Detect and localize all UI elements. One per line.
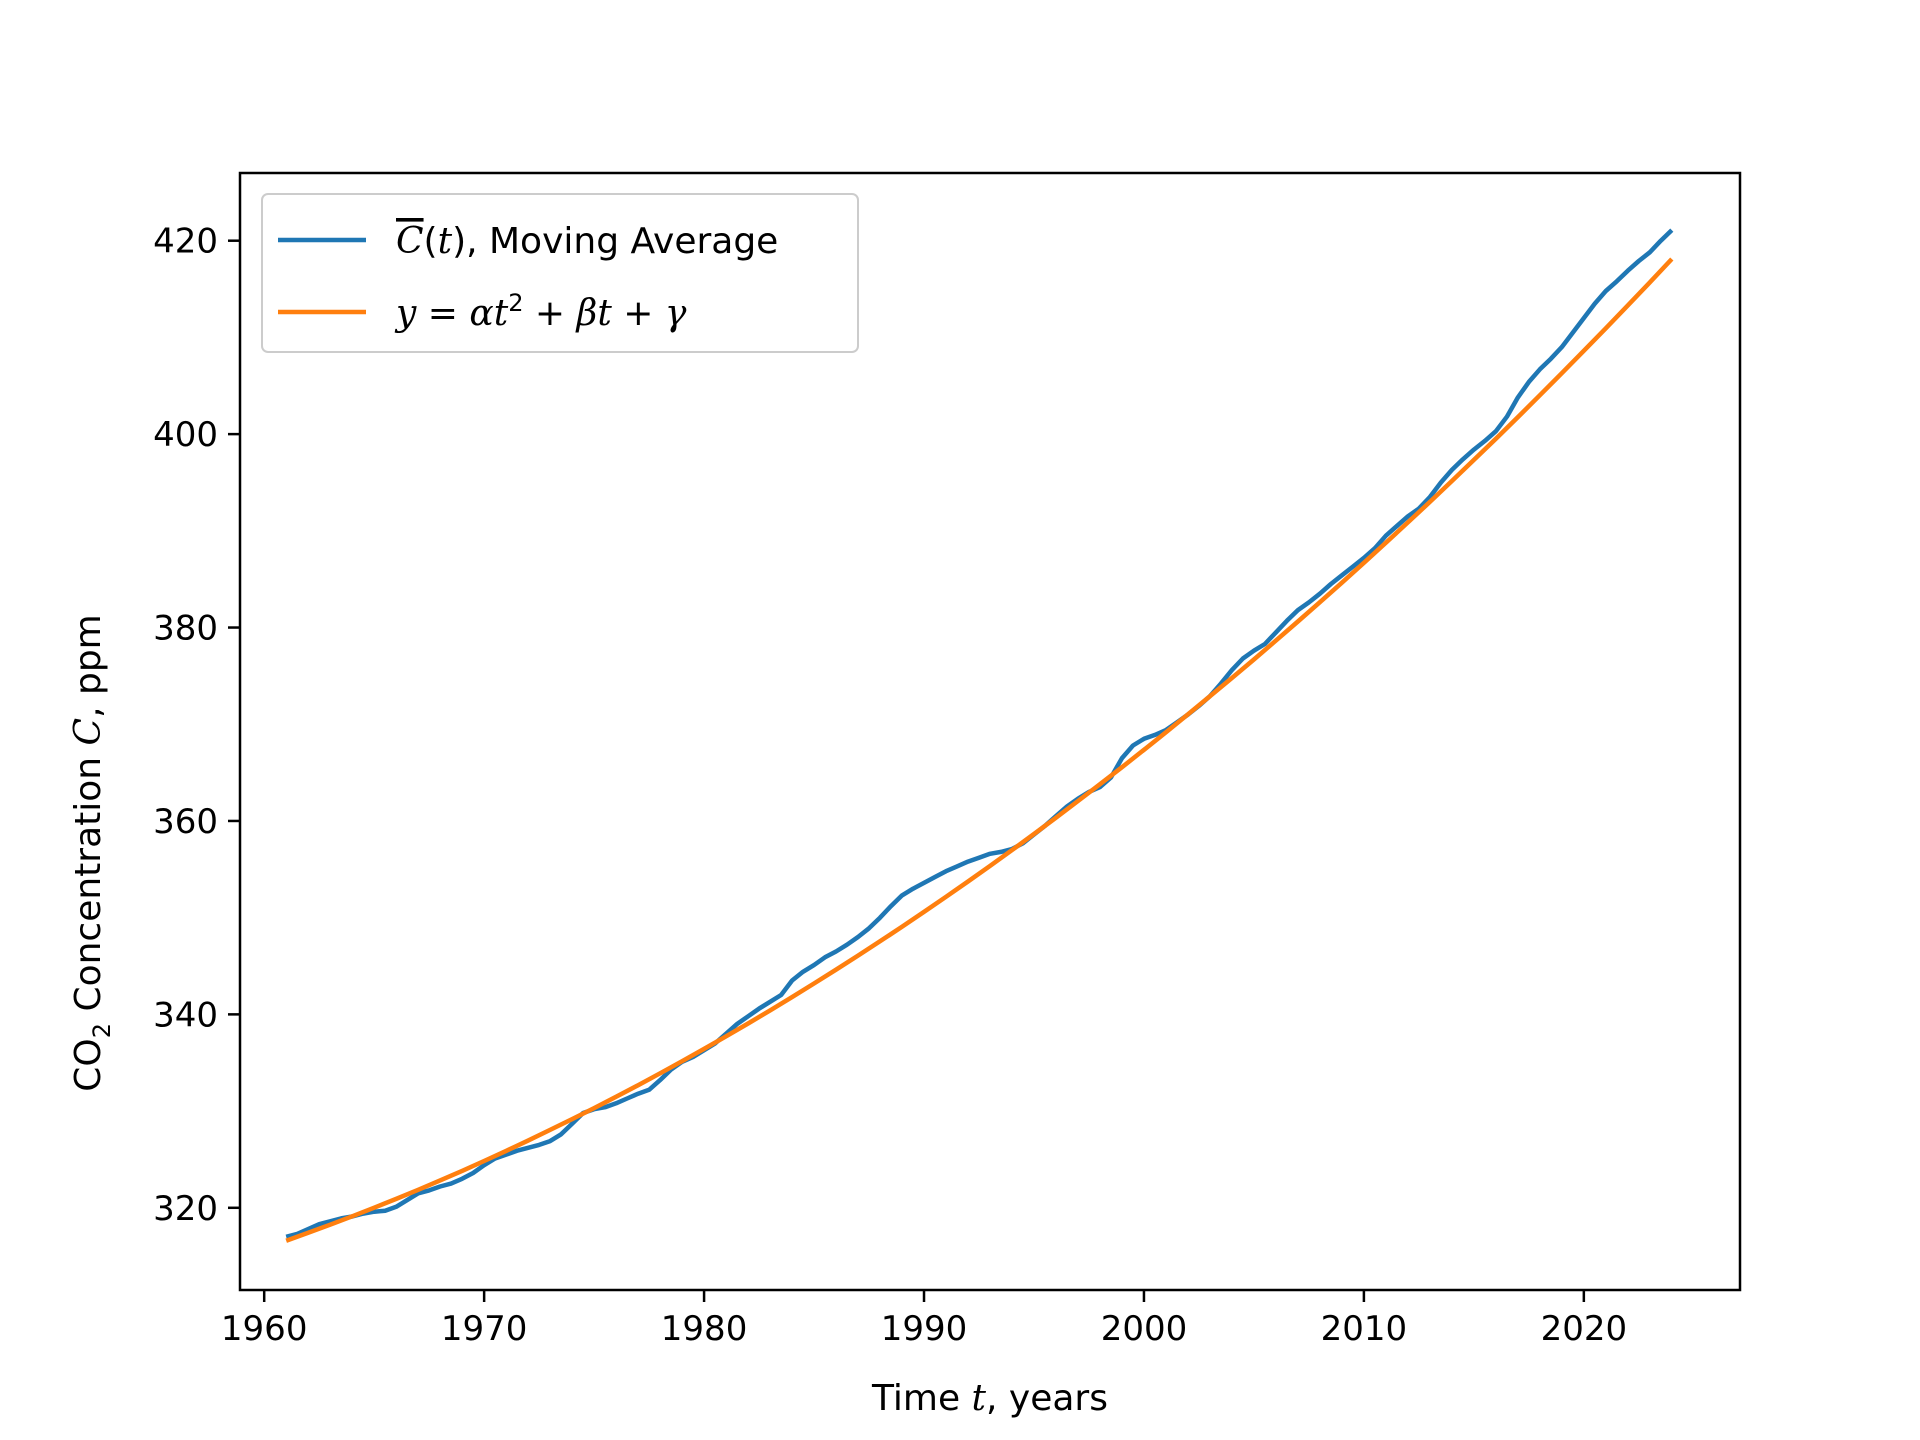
x-axis-label: Time t, years — [871, 1378, 1108, 1419]
legend-label-fit: y = αt2 + βt + γ — [394, 289, 687, 334]
legend-fit-y: y — [394, 293, 417, 334]
x-tick-label: 1970 — [441, 1309, 528, 1349]
legend-math-paren-open: ( — [424, 221, 438, 262]
legend-math-paren-close: ) — [452, 221, 466, 262]
x-axis-label-var: t — [972, 1378, 987, 1419]
x-tick-label: 2000 — [1101, 1309, 1188, 1349]
x-axis-ticks: 1960 1970 1980 1990 2000 2010 2020 — [221, 1290, 1627, 1349]
x-tick-label: 1980 — [661, 1309, 748, 1349]
legend-math-cbar: C — [396, 221, 424, 262]
legend-label-moving-average: C(t), Moving Average — [396, 221, 778, 262]
y-axis-label-prefix: CO — [68, 1038, 109, 1091]
legend-fit-plus2: + — [612, 293, 665, 334]
legend-fit-beta: βt — [575, 293, 613, 334]
y-axis-label: CO2 Concentration C, ppm — [68, 614, 116, 1092]
y-tick-label: 360 — [153, 802, 218, 842]
legend-fit-sq: 2 — [508, 289, 523, 317]
y-tick-label: 320 — [153, 1189, 218, 1229]
plot-area — [240, 173, 1740, 1290]
x-axis-label-suffix: , years — [986, 1378, 1108, 1419]
y-tick-label: 420 — [153, 222, 218, 262]
legend-fit-eq: = — [416, 293, 469, 334]
y-tick-label: 380 — [153, 609, 218, 649]
y-tick-label: 400 — [153, 415, 218, 455]
series-layer — [285, 228, 1674, 1243]
legend-math-t: t — [438, 221, 453, 262]
y-tick-label: 340 — [153, 995, 218, 1035]
x-tick-label: 2010 — [1321, 1309, 1408, 1349]
legend: C(t), Moving Average y = αt2 + βt + γ — [261, 193, 859, 353]
y-axis-label-mid: Concentration — [68, 745, 109, 1023]
legend-fit-plus1: + — [523, 293, 576, 334]
x-tick-label: 1960 — [221, 1309, 308, 1349]
x-axis-label-prefix: Time — [871, 1378, 972, 1419]
plot-frame — [238, 171, 1742, 1292]
legend-fit-gamma: γ — [665, 293, 687, 334]
y-axis-label-subscript: 2 — [88, 1023, 116, 1038]
x-tick-label: 1990 — [881, 1309, 968, 1349]
y-axis-label-var: C — [68, 718, 109, 746]
x-tick-label: 2020 — [1541, 1309, 1628, 1349]
legend-box — [261, 193, 859, 353]
series-line-moving-average — [285, 228, 1674, 1239]
y-axis-label-suffix: , ppm — [68, 614, 109, 718]
y-axis-ticks: 320 340 360 380 400 420 — [153, 222, 240, 1229]
legend-fit-alpha: αt — [469, 293, 508, 334]
series-line-quadratic-fit — [285, 257, 1674, 1243]
legend-label-moving-average-suffix: , Moving Average — [466, 221, 778, 262]
